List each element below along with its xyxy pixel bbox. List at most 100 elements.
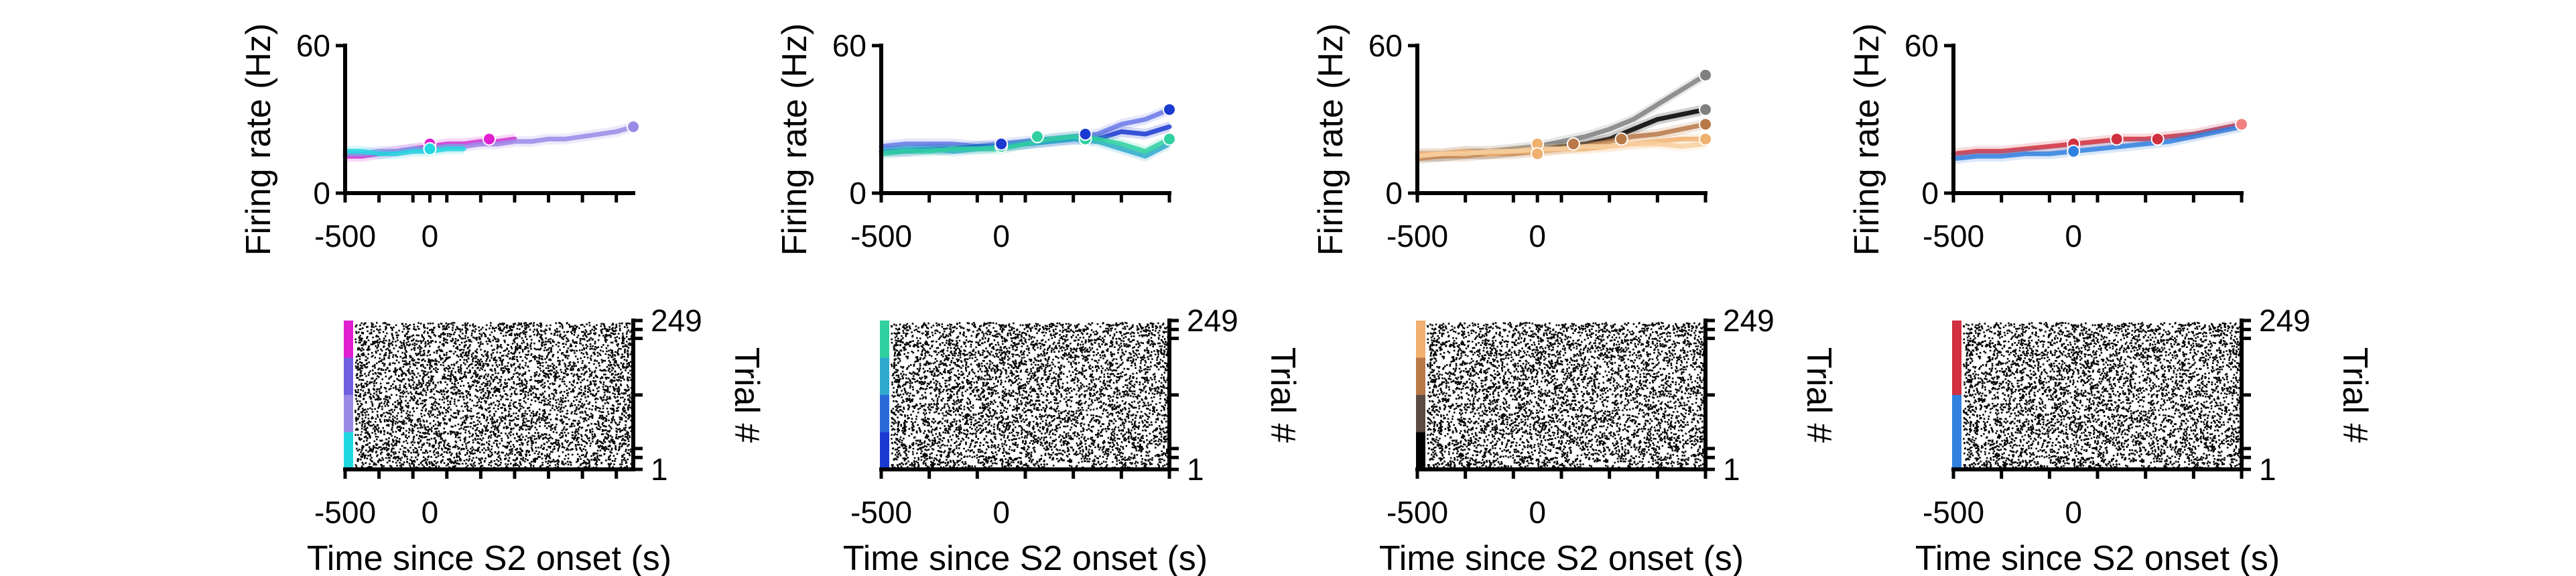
- y-tick-label: 60: [1905, 28, 1939, 63]
- y-tick-label: 0: [1385, 176, 1403, 211]
- event-marker-7: [1163, 132, 1176, 146]
- rate-panel-2: 0 60 -500 0 Firing rate (Hz): [775, 23, 1176, 256]
- event-marker-5: [2235, 117, 2248, 131]
- event-marker-3: [1030, 129, 1044, 143]
- condition-bar-1: [344, 321, 353, 359]
- raster-x-tick-label: 0: [1529, 495, 1546, 530]
- raster-x-tick-label: -500: [1387, 495, 1448, 530]
- y-tick-label: 60: [1368, 28, 1403, 63]
- condition-bar-2: [1416, 357, 1425, 396]
- raster-y-tick-label-top: 249: [651, 303, 702, 338]
- condition-bar-3: [344, 395, 353, 433]
- condition-bar-2: [880, 357, 889, 396]
- event-marker-3: [1566, 137, 1580, 151]
- condition-bar-4: [344, 432, 353, 470]
- raster-y-tick-label-bottom: 1: [1723, 452, 1740, 487]
- y-tick-label: 0: [1921, 176, 1939, 211]
- raster-panel-3: -500 0 249 1 Trial # Time since S2 onset (s): [1379, 303, 1838, 576]
- condition-bar-1: [1952, 321, 1961, 396]
- x-tick-label: 0: [1529, 219, 1546, 253]
- series-band-1: [881, 104, 1169, 152]
- condition-bar-1: [1416, 321, 1425, 359]
- series-line-1: [1951, 121, 2244, 156]
- series-line-2: [1951, 124, 2244, 162]
- event-marker-4: [627, 120, 640, 133]
- event-marker-4: [1614, 132, 1628, 146]
- event-marker-4: [2150, 132, 2165, 146]
- spike-raster: [891, 322, 1171, 470]
- rate-panel-1: 0 60 -500 0 Firing rate (Hz): [239, 23, 640, 256]
- condition-bar-4: [880, 432, 889, 470]
- time-axis-label: Time since S2 onset (s): [1915, 539, 2280, 576]
- trial-axis-label: Trial #: [1799, 347, 1838, 443]
- spike-raster: [1427, 322, 1708, 470]
- event-marker-3: [482, 132, 496, 146]
- event-marker-2: [1531, 147, 1545, 161]
- event-marker-2: [994, 137, 1009, 151]
- y-axis-label: Firing rate (Hz): [1848, 23, 1886, 256]
- y-tick-label: 0: [849, 176, 866, 211]
- x-tick-label: 0: [992, 219, 1010, 253]
- x-tick-label: -500: [1923, 219, 1984, 253]
- condition-bar-2: [344, 357, 353, 396]
- raster-y-tick-label-top: 249: [1723, 303, 1775, 338]
- event-marker-6: [1699, 68, 1712, 82]
- y-tick-label: 60: [296, 28, 330, 63]
- event-marker-2: [423, 142, 437, 156]
- series-line-3: [342, 146, 466, 156]
- time-axis-label: Time since S2 onset (s): [1379, 539, 1744, 576]
- raster-y-tick-label-top: 249: [1187, 303, 1238, 338]
- raster-y-tick-label-top: 249: [2259, 303, 2311, 338]
- spike-dots: [1963, 322, 2244, 470]
- raster-x-tick-label: 0: [422, 495, 439, 530]
- raster-x-tick-label: -500: [1923, 495, 1984, 530]
- raster-x-tick-label: -500: [850, 495, 912, 530]
- condition-bar-3: [1416, 395, 1425, 433]
- event-marker-5: [1078, 127, 1092, 141]
- raster-y-tick-label-bottom: 1: [2259, 452, 2276, 487]
- x-tick-label: -500: [850, 219, 912, 253]
- raster-x-tick-label: 0: [992, 495, 1010, 530]
- condition-bar-1: [880, 321, 889, 359]
- y-axis-label: Firing rate (Hz): [1311, 23, 1350, 256]
- trial-axis-label: Trial #: [2335, 347, 2374, 443]
- trial-axis-label: Trial #: [1263, 347, 1302, 443]
- rate-panel-4: 0 60 -500 0 Firing rate (Hz): [1848, 23, 2248, 256]
- x-tick-label: -500: [314, 219, 376, 253]
- y-axis-label: Firing rate (Hz): [239, 23, 278, 256]
- event-marker-8: [1699, 132, 1712, 146]
- condition-bar-2: [1952, 395, 1961, 470]
- raster-x-tick-label: 0: [2065, 495, 2082, 530]
- spike-dots: [355, 322, 635, 470]
- spike-dots: [1427, 322, 1708, 470]
- condition-bar-3: [880, 395, 889, 433]
- raster-x-tick-label: -500: [314, 495, 376, 530]
- x-tick-label: -500: [1387, 219, 1448, 253]
- x-tick-label: 0: [422, 219, 439, 253]
- event-marker-5: [1699, 103, 1712, 117]
- raster-panel-2: -500 0 249 1 Trial # Time since S2 onset (s): [843, 303, 1302, 576]
- raster-y-tick-label-bottom: 1: [1187, 452, 1204, 487]
- x-tick-label: 0: [2065, 219, 2082, 253]
- y-tick-label: 0: [313, 176, 330, 211]
- raster-panel-4: -500 0 249 1 Trial # Time since S2 onset (s): [1915, 303, 2374, 576]
- rate-panel-3: 0 60 -500 0 Firing rate (Hz): [1311, 23, 1712, 256]
- time-axis-label: Time since S2 onset (s): [307, 539, 671, 576]
- series-line-4: [879, 134, 1172, 156]
- condition-bar-4: [1416, 432, 1425, 470]
- trial-axis-label: Trial #: [727, 347, 766, 443]
- axes-lines: [1951, 44, 2244, 195]
- series-line-5: [1415, 141, 1708, 159]
- time-axis-label: Time since S2 onset (s): [843, 539, 1208, 576]
- spike-raster: [1963, 322, 2244, 470]
- axes-lines: [343, 44, 635, 195]
- event-marker-2: [2067, 144, 2081, 158]
- y-tick-label: 60: [832, 28, 866, 63]
- spike-raster: [355, 322, 635, 470]
- series-line-1: [879, 107, 1172, 149]
- y-axis-label: Firing rate (Hz): [775, 23, 814, 256]
- event-marker-3: [2110, 132, 2124, 146]
- spike-dots: [891, 322, 1171, 470]
